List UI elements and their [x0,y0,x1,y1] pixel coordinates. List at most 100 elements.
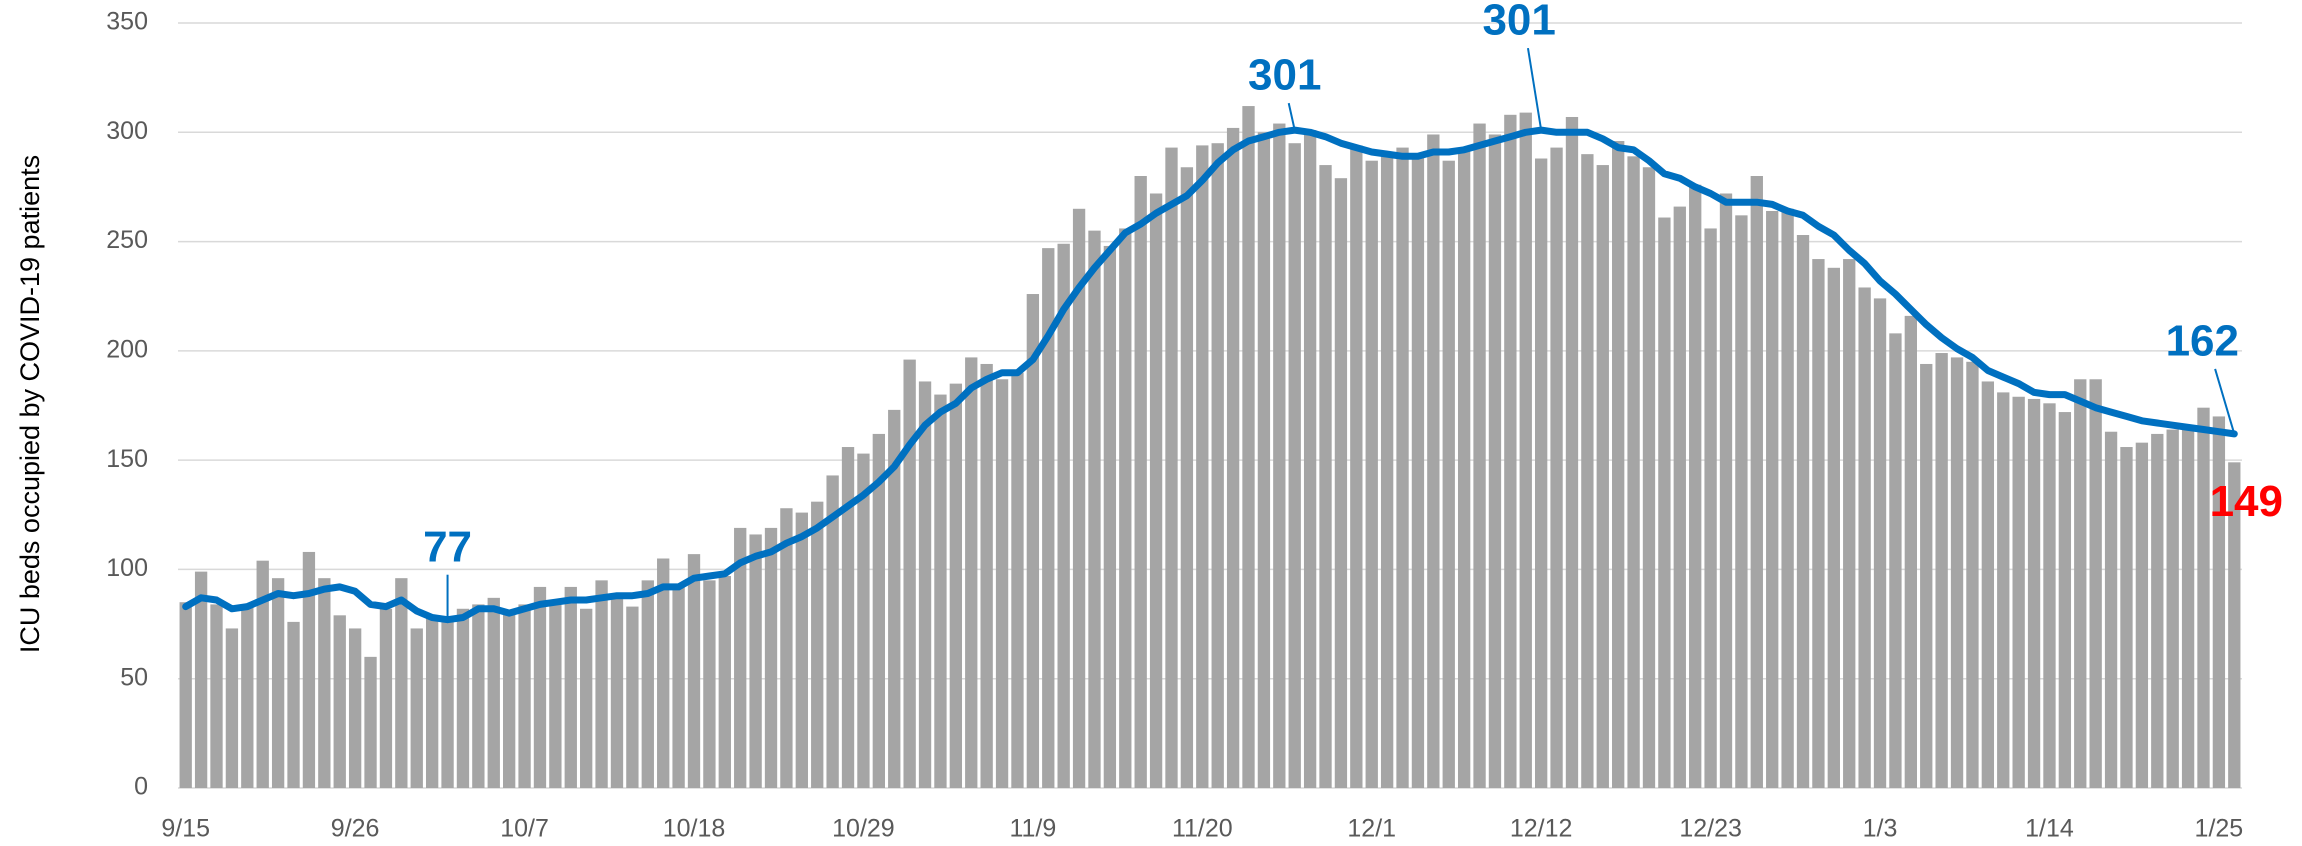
bar [271,578,285,788]
x-tick-label: 10/29 [832,815,895,843]
bar [641,580,654,788]
data-label: 149 [2210,477,2283,526]
y-tick-label: 300 [106,117,148,145]
bar [1011,372,1024,788]
bar [379,608,393,788]
bar [1211,143,1224,788]
bar [1950,357,1964,788]
bar [857,453,870,788]
line [182,126,2238,624]
x-tick-label: 9/26 [331,815,380,843]
bar [965,357,978,788]
bar [564,586,577,788]
bar [2074,379,2087,788]
y-tick-label: 350 [106,8,148,36]
bar [1873,298,1887,788]
y-axis-title: ICU beds occupied by COVID-19 patients [15,155,45,653]
bar [225,628,239,788]
y-tick-label: 50 [120,663,148,691]
bar [703,580,716,788]
bar [888,409,901,788]
bar [1242,106,1255,789]
bar [1719,193,1733,788]
bar [580,608,593,788]
bar [1273,123,1286,789]
bar [1473,123,1486,789]
bar [1196,145,1209,788]
bar [672,586,685,788]
bar [626,606,639,788]
bar [1997,392,2010,788]
data-label: 162 [2166,317,2239,366]
data-label: 301 [1248,51,1321,100]
bar [1088,230,1101,789]
x-tick-label: 12/12 [1510,815,1573,843]
bar [1057,243,1070,788]
bar [425,617,439,788]
bar [1134,176,1147,788]
bar [1889,333,1902,788]
bar [2027,398,2041,788]
bar [841,447,855,788]
bar [980,363,993,788]
x-tick-label: 11/20 [1172,815,1233,843]
bar [1042,248,1055,789]
bar [934,394,947,788]
bar [1504,114,1517,789]
bar [2104,431,2118,788]
bar [179,602,192,788]
bar [918,381,932,788]
x-tick-label: 1/14 [2025,815,2074,843]
bar [1365,160,1378,788]
bar [533,586,547,788]
bar [1535,158,1548,788]
data-label: 301 [1482,0,1555,45]
bar [1565,116,1579,788]
bar [1642,167,1656,788]
bar [1427,134,1440,788]
bar [1920,363,1933,788]
bar [2166,429,2179,788]
bar [1103,245,1117,788]
bar [1180,167,1194,788]
bar [348,628,362,788]
bar [949,383,963,788]
bar [1319,165,1332,789]
bar [2089,379,2102,788]
bar [395,578,408,788]
bar [1226,127,1240,788]
x-tick-label: 9/15 [161,815,210,843]
bar [1596,165,1609,789]
y-tick-label: 250 [106,226,148,254]
bar [1673,206,1686,789]
bar [1119,228,1132,788]
bar [1519,112,1532,789]
bar [2151,433,2164,788]
x-tick-label: 12/1 [1347,815,1396,843]
bar [1550,147,1563,789]
bar [749,534,762,788]
bar [1858,287,1871,788]
bar [780,508,793,788]
bar [2043,403,2056,788]
bar [1612,141,1625,788]
bar [1827,267,1840,788]
bar [210,604,223,788]
bar [657,558,670,788]
bar [1904,315,1917,788]
bar [595,580,608,788]
bar [302,551,316,788]
bar [1442,160,1455,788]
leader-line [2214,368,2236,435]
bar [995,379,1009,788]
bar [2058,412,2072,788]
bar [1257,132,1271,789]
bar [826,475,839,788]
bar [1149,193,1163,788]
bar [1396,147,1409,789]
bar [1581,154,1594,789]
bar [441,619,454,788]
bar [241,604,254,788]
bar [1288,143,1301,788]
x-tick-label: 10/7 [500,815,549,843]
